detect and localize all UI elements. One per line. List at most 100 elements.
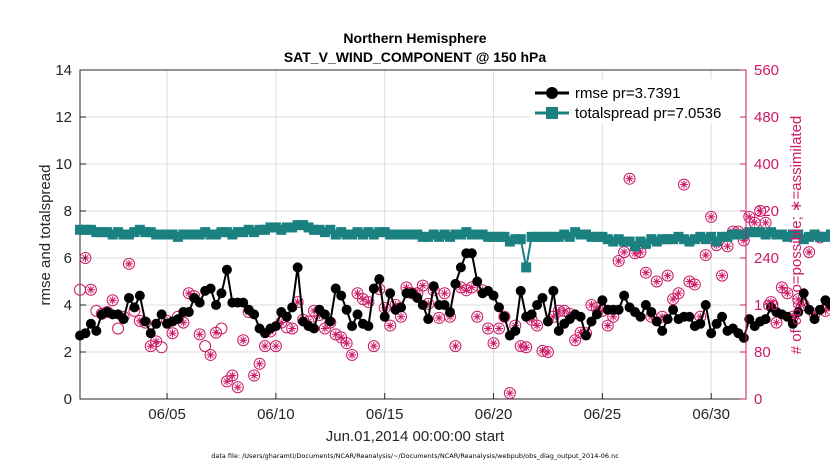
obs-assimilated-point (723, 242, 732, 251)
obs-possible-point (612, 254, 625, 267)
y-tick-label-left: 0 (64, 391, 72, 408)
totalspread-point (488, 231, 499, 242)
totalspread-point (325, 224, 336, 235)
totalspread-point (809, 229, 820, 240)
totalspread-point (504, 236, 515, 247)
totalspread-point (134, 224, 145, 235)
totalspread-point (428, 229, 439, 240)
obs-possible-point (623, 172, 636, 185)
rmse-point (292, 262, 303, 273)
obs-possible-point (531, 319, 544, 332)
totalspread-point (287, 222, 298, 233)
totalspread-point (455, 229, 466, 240)
y-tick-label-left: 2 (64, 344, 72, 361)
totalspread-point (564, 231, 575, 242)
rmse-point (352, 309, 363, 320)
totalspread-point (113, 227, 124, 238)
obs-assimilated-point (543, 348, 552, 356)
obs-possible-point (155, 341, 168, 354)
rmse-point (646, 307, 657, 318)
totalspread-point (477, 229, 488, 240)
rmse-point (183, 307, 194, 318)
rmse-point (744, 314, 755, 325)
obs-possible-point (492, 322, 505, 335)
obs-assimilated-point (250, 371, 259, 380)
totalspread-point (189, 229, 200, 240)
totalspread-point (96, 227, 107, 238)
rmse-point (156, 309, 167, 320)
obs-possible-point (231, 381, 244, 394)
totalspread-point (123, 229, 134, 240)
totalspread-point (640, 238, 651, 249)
rmse-point (412, 292, 423, 303)
totalspread-point (172, 231, 183, 242)
rmse-point (640, 300, 651, 310)
rmse-point (211, 300, 222, 310)
obs-assimilated-point (146, 342, 155, 351)
totalspread-point (221, 227, 232, 238)
obs-assimilated-point (195, 330, 204, 339)
obs-possible-point (781, 287, 794, 300)
obs-possible-point (122, 257, 135, 270)
rmse-point (325, 316, 336, 327)
obs-possible-point (639, 266, 652, 279)
rmse-point (123, 292, 134, 303)
obs-assimilated-point (108, 296, 117, 305)
rmse-point (793, 307, 804, 318)
totalspread-point (793, 229, 804, 240)
rmse-point (129, 302, 140, 313)
totalspread-point (499, 231, 510, 242)
obs-assimilated-point (750, 218, 759, 227)
obs-possible-point (759, 216, 772, 229)
totalspread-point (276, 224, 287, 235)
totalspread-point (782, 231, 793, 242)
x-tick-label: 06/15 (366, 406, 404, 423)
obs-possible-point (487, 337, 500, 350)
totalspread-point (254, 224, 265, 235)
rmse-point (651, 316, 662, 327)
obs-assimilated-point (462, 286, 471, 295)
obs-assimilated-point (745, 212, 754, 221)
obs-possible-point (79, 252, 92, 264)
totalspread-point (771, 229, 782, 240)
totalspread-point (102, 227, 113, 238)
totalspread-point (602, 234, 613, 245)
y-tick-label-right: 160 (754, 297, 779, 314)
totalspread-point (776, 229, 787, 240)
obs-possible-point (215, 322, 228, 335)
rmse-point (379, 311, 390, 322)
totalspread-point (445, 231, 455, 242)
obs-assimilated-point (233, 383, 242, 392)
obs-assimilated-point (484, 324, 493, 333)
totalspread-point (695, 231, 706, 242)
totalspread-point (118, 229, 129, 240)
obs-assimilated-point (538, 346, 547, 355)
x-tick-label: 06/30 (692, 406, 730, 423)
obs-assimilated-point (440, 289, 449, 298)
totalspread-point (341, 229, 352, 240)
rmse-point (205, 283, 216, 294)
rmse-point (423, 314, 434, 325)
totalspread-point (167, 229, 178, 240)
totalspread-point (162, 229, 173, 240)
rmse-point (368, 283, 379, 294)
rmse-point (281, 311, 292, 322)
obs-assimilated-point (522, 343, 531, 352)
totalspread-point (760, 229, 771, 240)
rmse-point (613, 304, 624, 315)
obs-assimilated-point (358, 295, 367, 304)
y-tick-label-right: 0 (754, 391, 762, 408)
totalspread-point (439, 229, 450, 240)
rmse-point (488, 290, 499, 301)
obs-possible-point (803, 246, 816, 259)
totalspread-point (363, 227, 374, 238)
rmse-point (695, 318, 706, 329)
totalspread-point (733, 229, 744, 240)
obs-assimilated-point (342, 339, 351, 348)
totalspread-point (635, 236, 646, 247)
totalspread-point (608, 236, 619, 247)
totalspread-point (553, 231, 564, 242)
rmse-point (472, 276, 483, 287)
totalspread-point (390, 229, 401, 240)
